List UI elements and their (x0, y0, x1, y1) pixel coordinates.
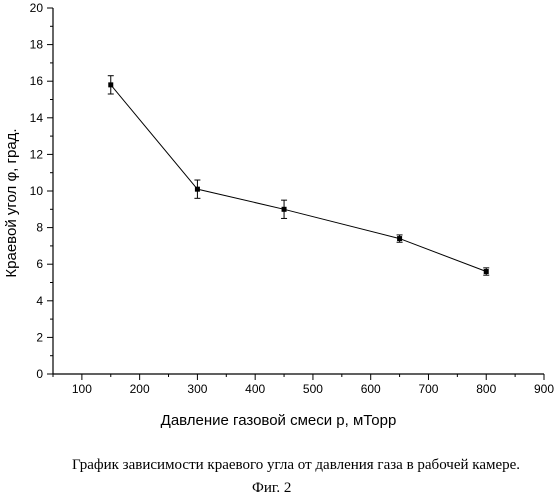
x-tick-label: 200 (130, 382, 150, 396)
x-tick-label: 900 (534, 382, 554, 396)
x-tick-label: 100 (72, 382, 92, 396)
y-tick-label: 14 (30, 111, 44, 125)
x-tick-label: 800 (476, 382, 496, 396)
data-point (195, 187, 200, 192)
y-tick-label: 20 (30, 1, 44, 15)
data-point (397, 236, 402, 241)
y-tick-label: 6 (36, 257, 43, 271)
y-tick-label: 16 (30, 74, 44, 88)
data-point (282, 207, 287, 212)
x-tick-label: 700 (418, 382, 438, 396)
y-tick-label: 2 (36, 330, 43, 344)
x-tick-label: 500 (303, 382, 323, 396)
x-tick-label: 300 (187, 382, 207, 396)
data-point (484, 269, 489, 274)
y-tick-label: 8 (36, 221, 43, 235)
y-tick-label: 4 (36, 294, 43, 308)
x-axis-label: Давление газовой смеси p, мТорр (161, 412, 397, 429)
y-axis-label: Краевой угол φ, град. (3, 128, 20, 277)
data-point (108, 82, 113, 87)
y-tick-label: 10 (30, 184, 44, 198)
y-tick-label: 0 (36, 367, 43, 381)
series-line (111, 85, 486, 272)
x-tick-label: 600 (361, 382, 381, 396)
x-tick-label: 400 (245, 382, 265, 396)
figure-number: Фиг. 2 (252, 480, 291, 497)
figure-caption: График зависимости краевого угла от давл… (72, 457, 520, 474)
y-tick-label: 12 (30, 147, 44, 161)
y-tick-label: 18 (30, 38, 44, 52)
